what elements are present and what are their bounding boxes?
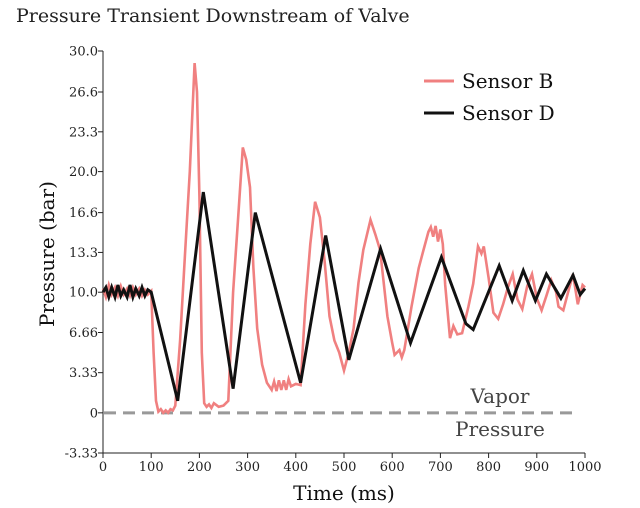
series-layer xyxy=(101,62,587,415)
annotation-line-2: Pressure xyxy=(455,417,545,441)
y-tick-label: 20.0 xyxy=(69,165,98,180)
vapor-pressure-annotation: Vapor Pressure xyxy=(455,384,545,441)
y-tick-label: 3.33 xyxy=(69,366,98,381)
y-tick-label: -3.33 xyxy=(65,447,98,462)
y-tick-label: 0 xyxy=(90,406,98,421)
legend-label: Sensor B xyxy=(462,69,553,93)
x-tick-label: 800 xyxy=(476,460,501,475)
series-line-sensor-b xyxy=(101,62,586,415)
legend-label: Sensor D xyxy=(462,101,555,125)
x-tick-label: 500 xyxy=(332,460,357,475)
x-tick-label: 1000 xyxy=(568,460,601,475)
y-tick-label: 10.0 xyxy=(69,286,98,301)
axes: 30.026.623.320.016.613.310.06.663.330-3.… xyxy=(65,45,602,476)
x-axis-label: Time (ms) xyxy=(293,481,395,505)
x-tick-label: 100 xyxy=(139,460,164,475)
y-tick-label: 26.6 xyxy=(69,86,98,101)
x-tick-label: 400 xyxy=(283,460,308,475)
x-tick-label: 300 xyxy=(235,460,260,475)
annotation-line-1: Vapor xyxy=(470,384,530,408)
y-tick-label: 23.3 xyxy=(69,125,98,140)
y-tick-label: 30.0 xyxy=(69,45,98,60)
y-tick-label: 16.6 xyxy=(69,206,98,221)
y-axis-label: Pressure (bar) xyxy=(35,181,59,327)
x-tick-label: 700 xyxy=(428,460,453,475)
x-tick-label: 0 xyxy=(99,460,107,475)
y-tick-label: 6.66 xyxy=(69,326,98,341)
x-tick-label: 200 xyxy=(187,460,212,475)
series-line-sensor-d xyxy=(101,191,587,402)
chart-title: Pressure Transient Downstream of Valve xyxy=(16,5,410,27)
y-tick-label: 13.3 xyxy=(69,246,98,261)
x-tick-label: 600 xyxy=(380,460,405,475)
legend: Sensor B Sensor D xyxy=(424,69,555,125)
x-tick-label: 900 xyxy=(524,460,549,475)
